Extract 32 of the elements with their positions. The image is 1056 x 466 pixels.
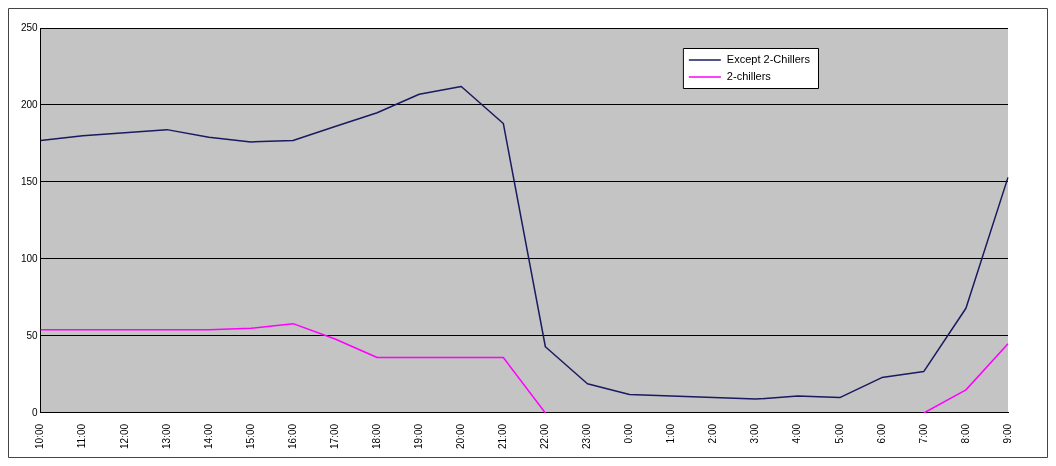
x-tick-label: 11:00 (76, 423, 88, 449)
x-tick-label: 13:00 (160, 423, 172, 450)
y-tick-label: 0 (32, 406, 39, 418)
y-tick-label: 200 (21, 98, 39, 110)
x-tick-label: 21:00 (497, 423, 509, 450)
x-tick-label: 15:00 (244, 423, 256, 450)
x-tick-label: 4:00 (791, 423, 803, 444)
x-tick-label: 6:00 (875, 423, 887, 444)
legend-label: Except 2-Chillers (726, 53, 811, 66)
x-tick-label: 17:00 (328, 423, 340, 450)
x-tick-label: 20:00 (455, 423, 467, 450)
x-tick-label: 14:00 (202, 423, 214, 450)
x-tick-label: 3:00 (749, 423, 761, 444)
x-tick-label: 9:00 (1001, 423, 1013, 444)
x-tick-label: 16:00 (286, 423, 298, 450)
y-tick-label: 250 (21, 21, 39, 33)
y-tick-label: 150 (21, 175, 39, 187)
x-tick-label: 0:00 (623, 423, 635, 444)
x-tick-label: 12:00 (118, 423, 130, 450)
x-tick-label: 19:00 (412, 423, 424, 450)
x-tick-label: 1:00 (665, 423, 677, 444)
y-tick-label: 50 (26, 329, 39, 341)
y-tick-label: 100 (21, 252, 39, 264)
x-tick-label: 23:00 (581, 423, 593, 450)
x-tick-label: 22:00 (539, 423, 551, 450)
legend-label: 2-chillers (726, 70, 772, 83)
x-tick-label: 10:00 (34, 423, 46, 450)
x-tick-label: 7:00 (917, 423, 929, 444)
x-tick-label: 18:00 (370, 423, 382, 450)
x-tick-label: 5:00 (833, 423, 845, 444)
x-tick-label: 2:00 (707, 423, 719, 444)
x-tick-label: 8:00 (959, 423, 971, 444)
